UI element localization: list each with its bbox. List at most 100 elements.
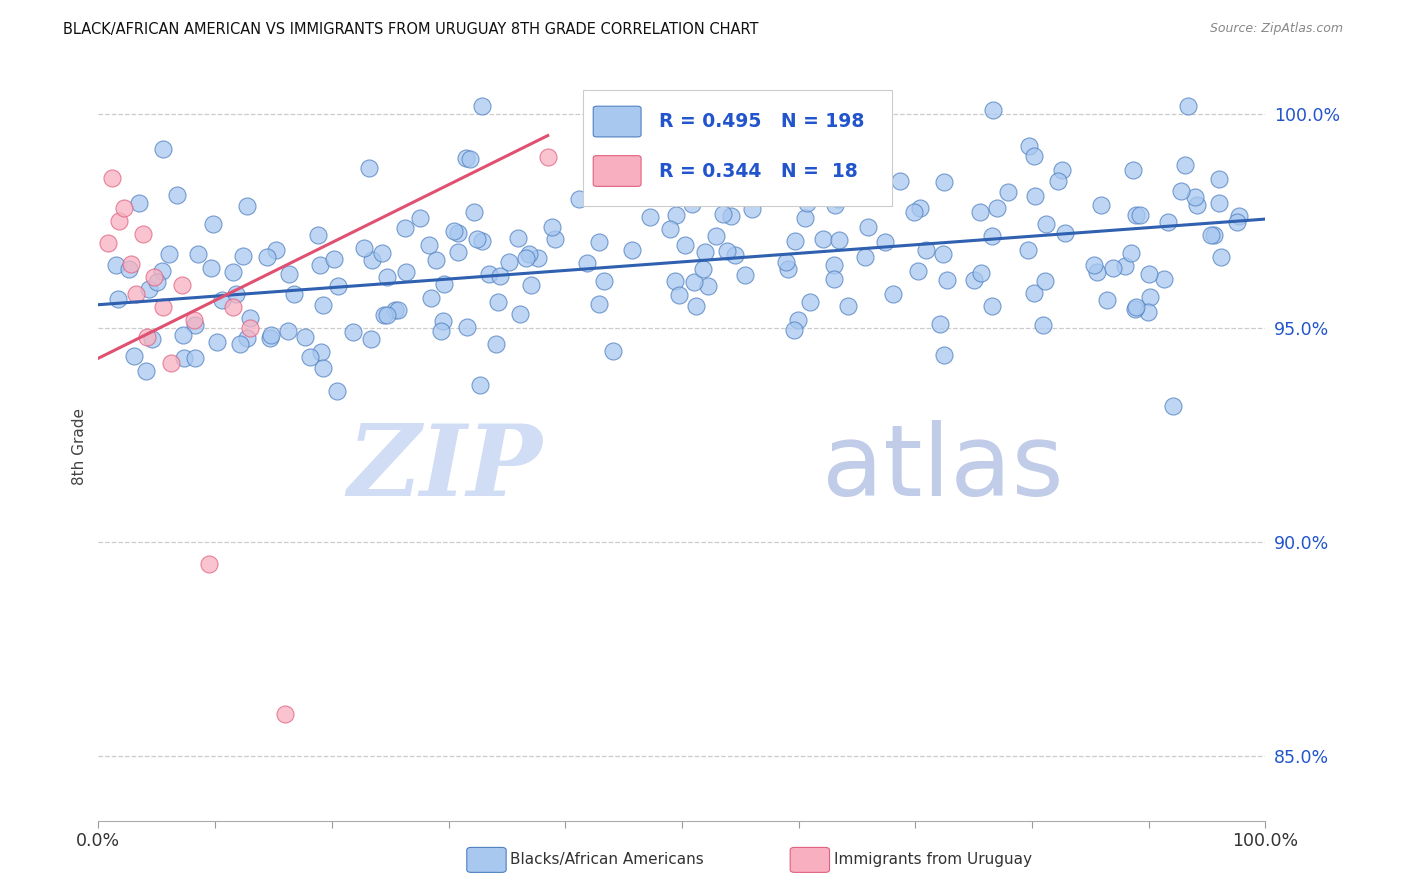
Point — [688, 173, 710, 187]
Point — [997, 185, 1019, 199]
Point — [135, 364, 157, 378]
Point — [664, 274, 686, 288]
Point — [1123, 301, 1146, 316]
Point — [236, 198, 259, 212]
Point — [172, 327, 194, 342]
Point — [311, 345, 333, 359]
Point — [1033, 274, 1056, 288]
Point — [588, 235, 610, 250]
Point — [465, 232, 488, 246]
Point — [373, 308, 395, 322]
Point — [152, 142, 174, 156]
Point — [239, 321, 262, 335]
Text: R = 0.344   N =  18: R = 0.344 N = 18 — [658, 161, 858, 180]
Point — [183, 312, 205, 326]
Point — [274, 706, 297, 721]
FancyBboxPatch shape — [582, 90, 891, 206]
Point — [1184, 190, 1206, 204]
Point — [118, 262, 141, 277]
Point — [328, 279, 350, 293]
Point — [260, 328, 283, 343]
Point — [387, 303, 409, 318]
Point — [793, 211, 815, 225]
Point — [543, 232, 565, 246]
Point — [222, 265, 245, 279]
Point — [136, 330, 159, 344]
Point — [593, 274, 616, 288]
Point — [1137, 305, 1160, 319]
Point — [914, 244, 936, 258]
Point — [827, 192, 849, 206]
Point — [1102, 260, 1125, 275]
Point — [232, 249, 254, 263]
Point — [225, 287, 247, 301]
Point — [720, 209, 742, 223]
Point — [969, 205, 991, 219]
Point — [1090, 198, 1112, 212]
Point — [981, 228, 1004, 243]
Point — [326, 384, 349, 398]
Point — [685, 300, 707, 314]
Point — [1129, 208, 1152, 222]
Point — [907, 264, 929, 278]
Point — [1163, 399, 1185, 413]
Point — [198, 557, 221, 571]
Point — [447, 244, 470, 259]
Point — [783, 323, 806, 337]
Point — [342, 325, 364, 339]
Point — [485, 337, 508, 351]
Point — [853, 250, 876, 264]
Point — [537, 150, 560, 164]
Point — [259, 330, 281, 344]
Point — [665, 208, 688, 222]
Point — [568, 192, 591, 206]
Point — [458, 153, 481, 167]
Point — [443, 224, 465, 238]
Point — [375, 270, 398, 285]
Point — [1017, 243, 1039, 257]
Point — [264, 243, 287, 257]
Point — [929, 317, 952, 331]
Point — [433, 277, 456, 291]
Text: BLACK/AFRICAN AMERICAN VS IMMIGRANTS FROM URUGUAY 8TH GRADE CORRELATION CHART: BLACK/AFRICAN AMERICAN VS IMMIGRANTS FRO… — [63, 22, 759, 37]
Point — [143, 269, 166, 284]
Point — [360, 252, 382, 267]
Point — [796, 195, 818, 210]
Point — [658, 222, 681, 236]
Point — [307, 227, 329, 242]
Point — [145, 276, 167, 290]
Point — [1199, 227, 1222, 242]
Text: R = 0.495   N = 198: R = 0.495 N = 198 — [658, 112, 863, 131]
Point — [903, 205, 925, 219]
Point — [741, 202, 763, 216]
Point — [1046, 174, 1069, 188]
Text: Blacks/African Americans: Blacks/African Americans — [510, 853, 704, 867]
Point — [425, 253, 447, 268]
Point — [432, 314, 454, 328]
Point — [541, 220, 564, 235]
Point — [873, 235, 896, 249]
Point — [692, 261, 714, 276]
Point — [1170, 184, 1192, 198]
Point — [97, 235, 120, 250]
Point — [799, 295, 821, 310]
Point — [1095, 293, 1118, 308]
Point — [256, 250, 278, 264]
Text: atlas: atlas — [823, 420, 1063, 517]
Point — [447, 226, 470, 240]
Point — [236, 331, 259, 345]
Point — [509, 307, 531, 321]
Point — [184, 318, 207, 332]
Point — [699, 147, 721, 161]
Point — [108, 214, 131, 228]
Point — [932, 175, 955, 189]
Text: ZIP: ZIP — [347, 420, 541, 516]
Point — [823, 272, 845, 286]
Point — [1211, 250, 1233, 264]
Point — [122, 350, 145, 364]
Point — [150, 264, 173, 278]
Point — [1208, 195, 1230, 210]
Point — [889, 174, 911, 188]
Point — [1035, 217, 1057, 231]
Point — [418, 238, 440, 252]
